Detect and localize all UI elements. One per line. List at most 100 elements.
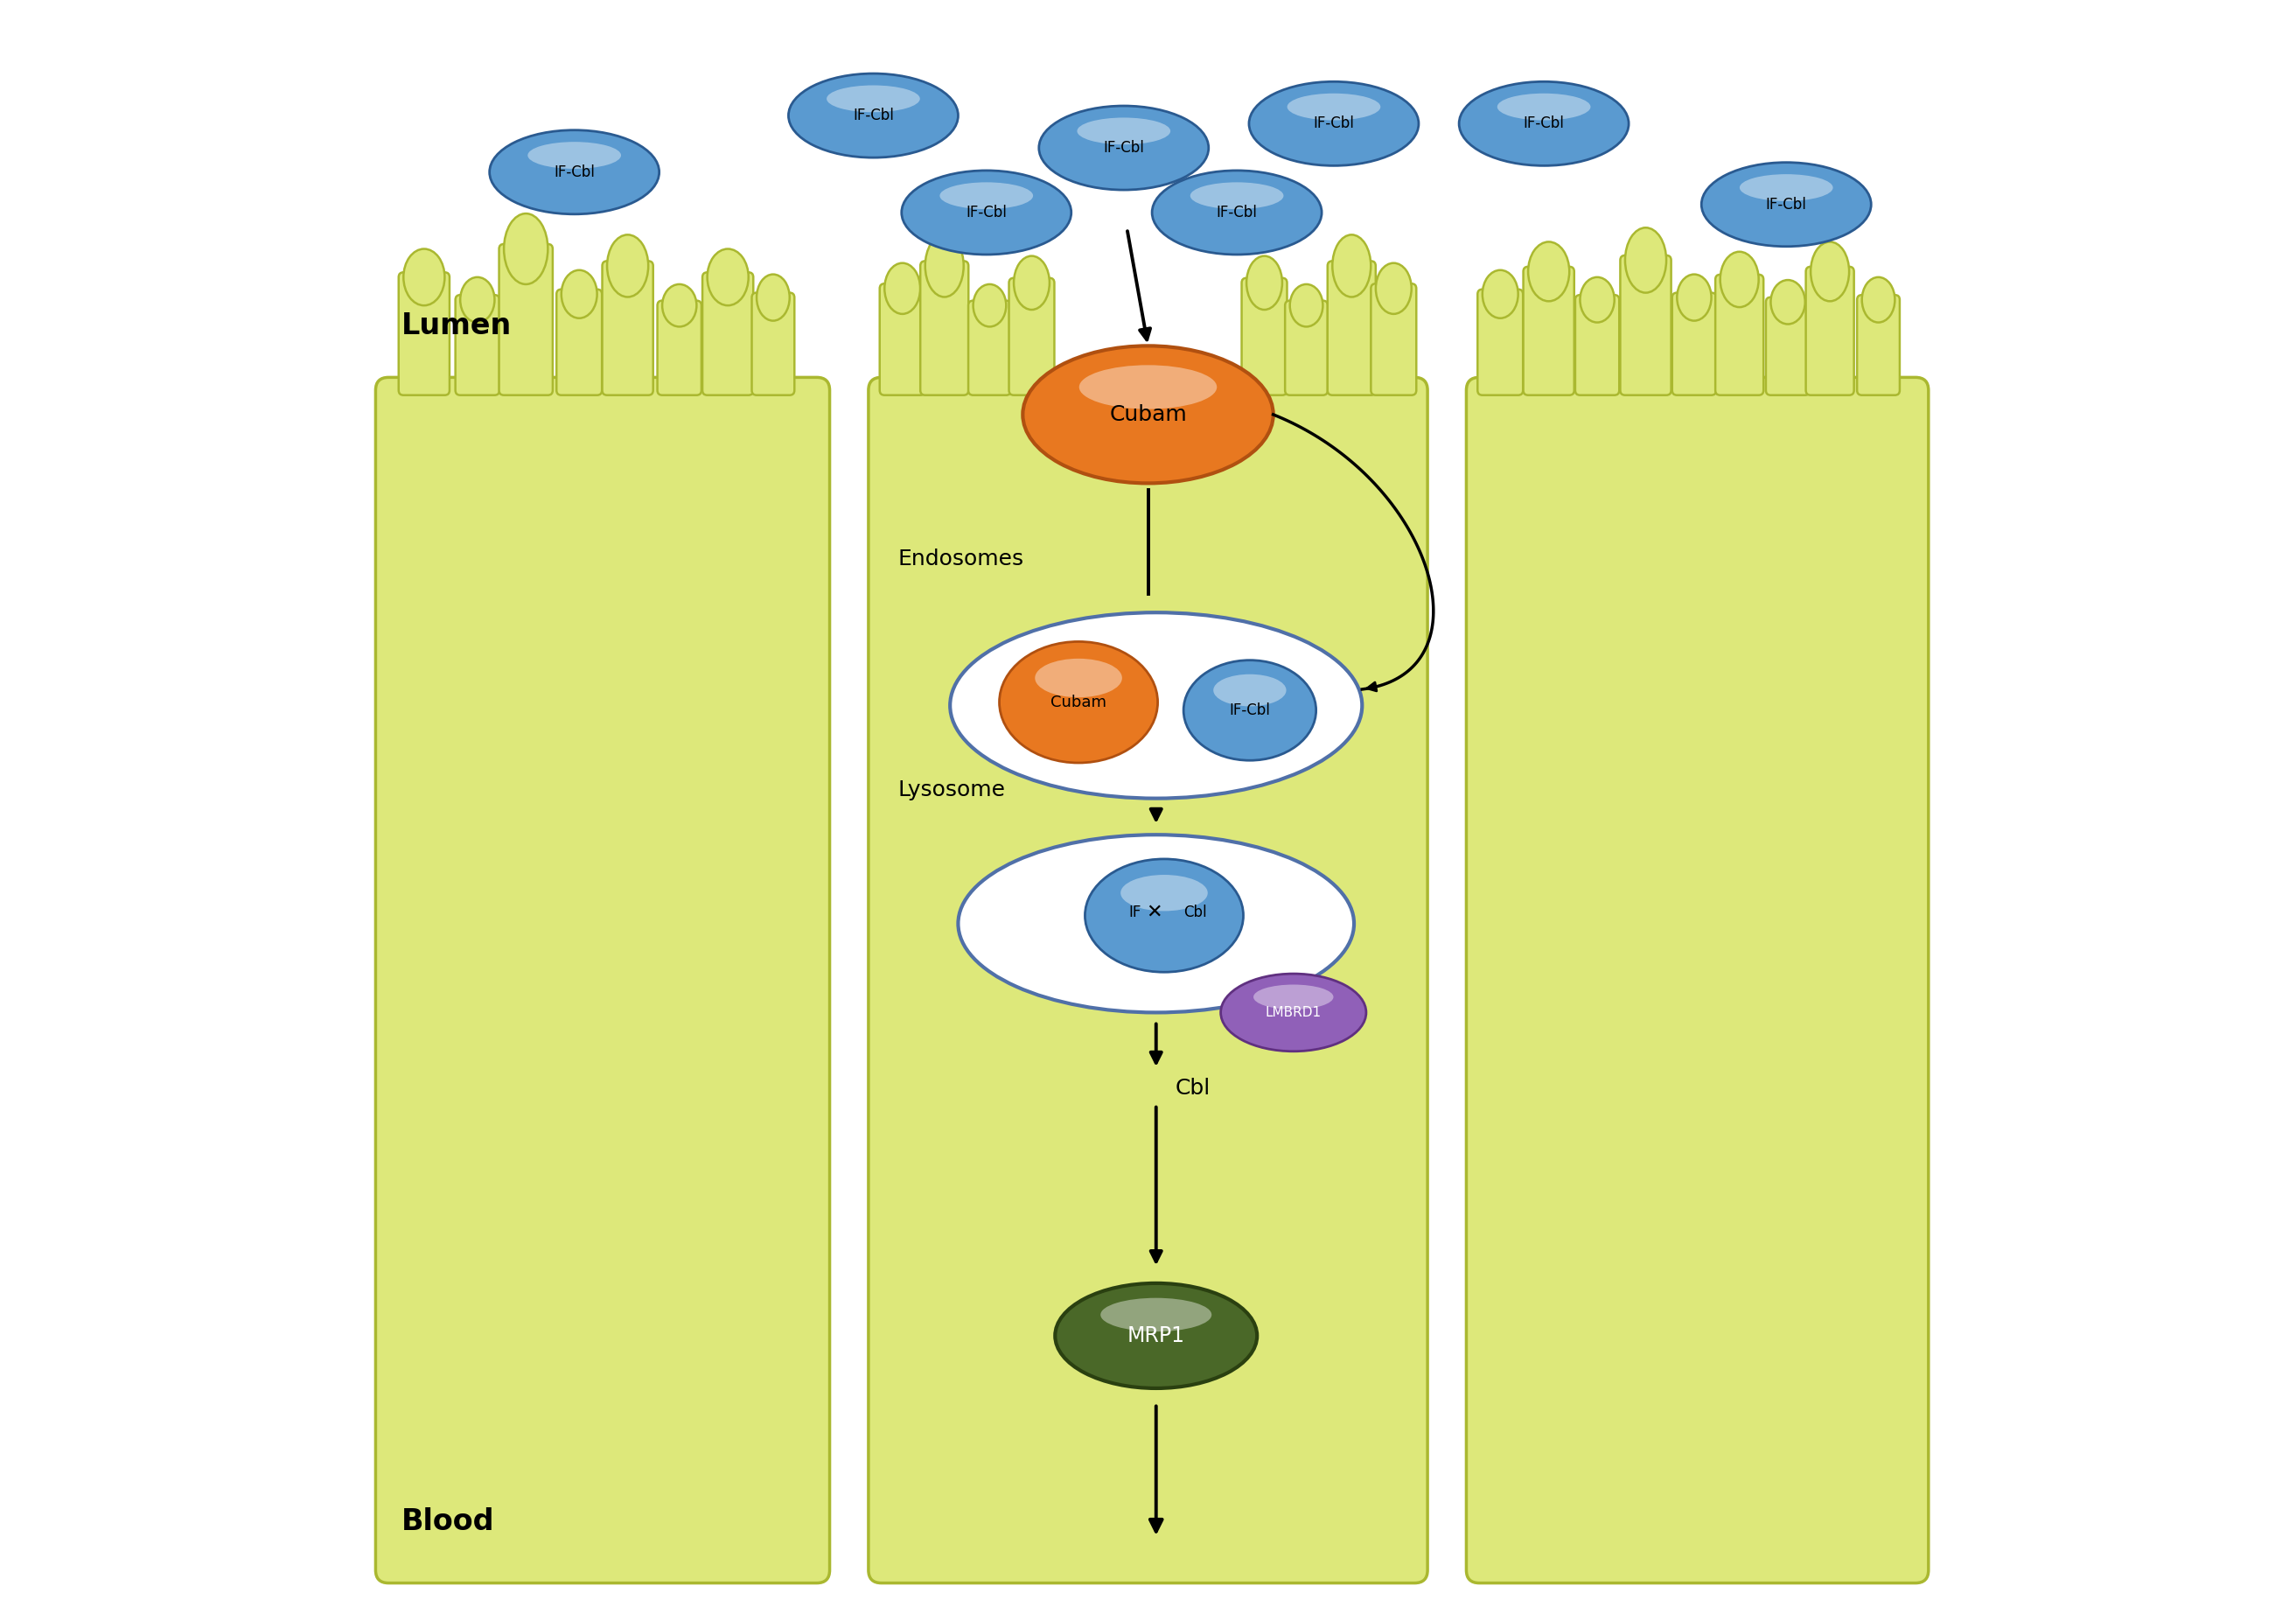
Ellipse shape (1626, 227, 1667, 293)
Ellipse shape (1375, 263, 1412, 314)
Ellipse shape (1189, 182, 1283, 209)
FancyBboxPatch shape (377, 378, 829, 1584)
Text: Cbl: Cbl (1182, 905, 1208, 921)
Text: Endosomes: Endosomes (898, 548, 1024, 569)
Ellipse shape (1580, 277, 1614, 323)
Text: Cubam: Cubam (1052, 694, 1107, 710)
Text: IF-Cbl: IF-Cbl (1766, 196, 1807, 212)
Ellipse shape (1529, 242, 1570, 302)
Ellipse shape (1056, 1284, 1258, 1388)
Ellipse shape (974, 284, 1006, 327)
FancyBboxPatch shape (1857, 295, 1899, 396)
Text: Cubam: Cubam (1109, 404, 1187, 425)
Text: IF-Cbl: IF-Cbl (852, 107, 893, 123)
Text: IF-Cbl: IF-Cbl (1104, 139, 1143, 156)
Ellipse shape (1290, 284, 1322, 327)
Text: Lumen: Lumen (402, 311, 512, 340)
Ellipse shape (951, 613, 1362, 799)
Ellipse shape (1288, 94, 1380, 120)
FancyBboxPatch shape (1671, 293, 1715, 396)
Ellipse shape (459, 277, 494, 323)
Ellipse shape (528, 143, 620, 169)
FancyBboxPatch shape (1327, 261, 1375, 396)
Ellipse shape (1740, 173, 1832, 201)
FancyBboxPatch shape (1242, 277, 1288, 396)
Ellipse shape (827, 86, 921, 112)
Text: IF: IF (1130, 905, 1141, 921)
Ellipse shape (1120, 875, 1208, 911)
Ellipse shape (1497, 94, 1591, 120)
Ellipse shape (957, 835, 1355, 1013)
FancyBboxPatch shape (703, 272, 753, 396)
Ellipse shape (1038, 105, 1208, 190)
Text: IF-Cbl: IF-Cbl (1313, 115, 1355, 131)
Ellipse shape (1770, 280, 1805, 324)
Ellipse shape (902, 170, 1072, 254)
FancyBboxPatch shape (1807, 267, 1853, 396)
Ellipse shape (661, 284, 696, 327)
FancyBboxPatch shape (969, 300, 1010, 396)
Ellipse shape (1862, 277, 1894, 323)
Ellipse shape (925, 235, 964, 297)
Ellipse shape (1720, 251, 1759, 306)
FancyBboxPatch shape (1286, 300, 1327, 396)
Text: LMBRD1: LMBRD1 (1265, 1007, 1322, 1020)
FancyBboxPatch shape (602, 261, 652, 396)
FancyBboxPatch shape (879, 284, 925, 396)
FancyBboxPatch shape (1715, 274, 1763, 396)
Ellipse shape (1015, 256, 1049, 310)
Ellipse shape (404, 250, 445, 305)
Ellipse shape (1035, 658, 1123, 697)
FancyBboxPatch shape (1467, 378, 1929, 1584)
Ellipse shape (1022, 345, 1274, 483)
FancyBboxPatch shape (1008, 277, 1054, 396)
Text: Cbl: Cbl (1176, 1078, 1210, 1099)
Text: IF-Cbl: IF-Cbl (553, 164, 595, 180)
Ellipse shape (1077, 118, 1171, 144)
Ellipse shape (1247, 256, 1281, 310)
FancyBboxPatch shape (657, 300, 700, 396)
Ellipse shape (1812, 242, 1848, 302)
Ellipse shape (758, 274, 790, 321)
Text: IF-Cbl: IF-Cbl (967, 204, 1008, 220)
Ellipse shape (560, 271, 597, 318)
Ellipse shape (1701, 162, 1871, 246)
Ellipse shape (788, 73, 957, 157)
Ellipse shape (884, 263, 921, 314)
Text: ✕: ✕ (1146, 903, 1162, 921)
Text: IF-Cbl: IF-Cbl (1228, 702, 1270, 718)
FancyBboxPatch shape (400, 272, 450, 396)
Ellipse shape (1221, 974, 1366, 1052)
Ellipse shape (999, 642, 1157, 763)
FancyBboxPatch shape (1371, 284, 1417, 396)
Ellipse shape (1212, 674, 1286, 707)
Ellipse shape (1458, 81, 1628, 165)
Ellipse shape (1086, 859, 1244, 973)
Ellipse shape (1153, 170, 1322, 254)
Ellipse shape (939, 182, 1033, 209)
FancyBboxPatch shape (868, 378, 1428, 1584)
Ellipse shape (1254, 984, 1334, 1010)
Ellipse shape (1676, 274, 1711, 321)
Text: IF-Cbl: IF-Cbl (1217, 204, 1258, 220)
Text: Blood: Blood (402, 1508, 494, 1537)
FancyBboxPatch shape (1522, 267, 1575, 396)
Ellipse shape (503, 214, 549, 284)
Ellipse shape (1249, 81, 1419, 165)
FancyBboxPatch shape (498, 245, 553, 396)
FancyBboxPatch shape (455, 295, 501, 396)
Ellipse shape (1332, 235, 1371, 297)
FancyBboxPatch shape (1766, 297, 1809, 396)
Text: Lysosome: Lysosome (898, 780, 1006, 801)
FancyBboxPatch shape (1479, 289, 1522, 396)
FancyBboxPatch shape (921, 261, 969, 396)
FancyBboxPatch shape (556, 289, 602, 396)
Ellipse shape (489, 130, 659, 214)
Ellipse shape (606, 235, 647, 297)
Ellipse shape (1079, 365, 1217, 408)
Ellipse shape (1182, 660, 1316, 760)
Text: IF-Cbl: IF-Cbl (1522, 115, 1564, 131)
FancyBboxPatch shape (1621, 256, 1671, 396)
FancyBboxPatch shape (751, 293, 794, 396)
Ellipse shape (1483, 271, 1518, 318)
